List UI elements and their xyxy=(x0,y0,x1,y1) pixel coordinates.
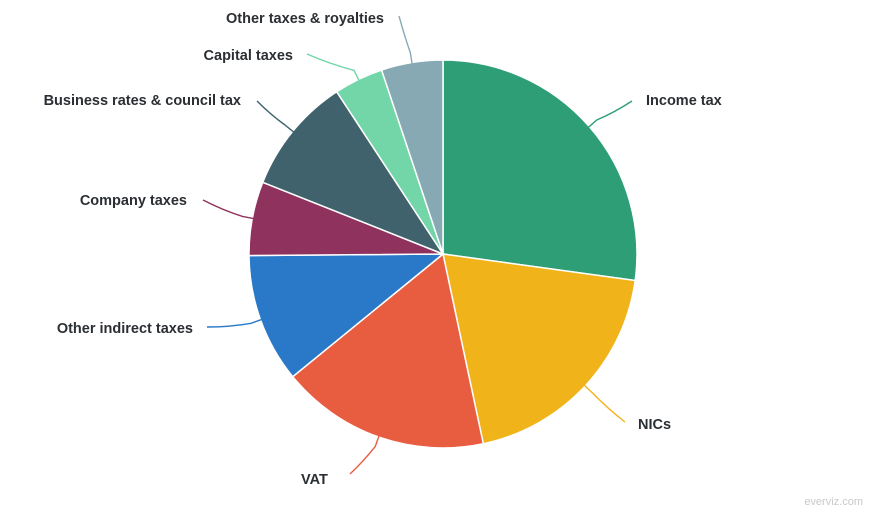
pie-slices xyxy=(248,59,638,449)
leader-line-income-tax xyxy=(584,100,633,132)
slice-label-company-taxes: Company taxes xyxy=(80,193,187,209)
leader-line-other-indirect-taxes xyxy=(206,317,267,328)
slice-label-other-indirect-taxes: Other indirect taxes xyxy=(57,321,193,337)
slice-label-business-rates-and-council-tax: Business rates & council tax xyxy=(44,93,241,109)
slice-label-income-tax: Income tax xyxy=(646,93,722,109)
leader-line-capital-taxes xyxy=(306,53,362,86)
pie-slice-income-tax[interactable] xyxy=(442,59,638,282)
leader-line-company-taxes xyxy=(202,199,259,221)
leader-lines xyxy=(202,15,633,475)
leader-line-nics xyxy=(580,381,626,423)
slice-label-nics: NICs xyxy=(638,417,671,433)
slice-labels: Income tax NICs VAT Other indirect taxes Com… xyxy=(44,11,722,488)
slice-label-vat: VAT xyxy=(301,472,328,488)
leader-line-other-taxes-and-royalties xyxy=(398,15,414,69)
slice-label-other-taxes-and-royalties: Other taxes & royalties xyxy=(226,11,384,27)
leader-line-vat xyxy=(349,431,382,475)
chart-credit[interactable]: everviz.com xyxy=(804,496,863,508)
slice-label-capital-taxes: Capital taxes xyxy=(204,48,293,64)
leader-line-business-rates-and-council-tax xyxy=(256,100,298,136)
